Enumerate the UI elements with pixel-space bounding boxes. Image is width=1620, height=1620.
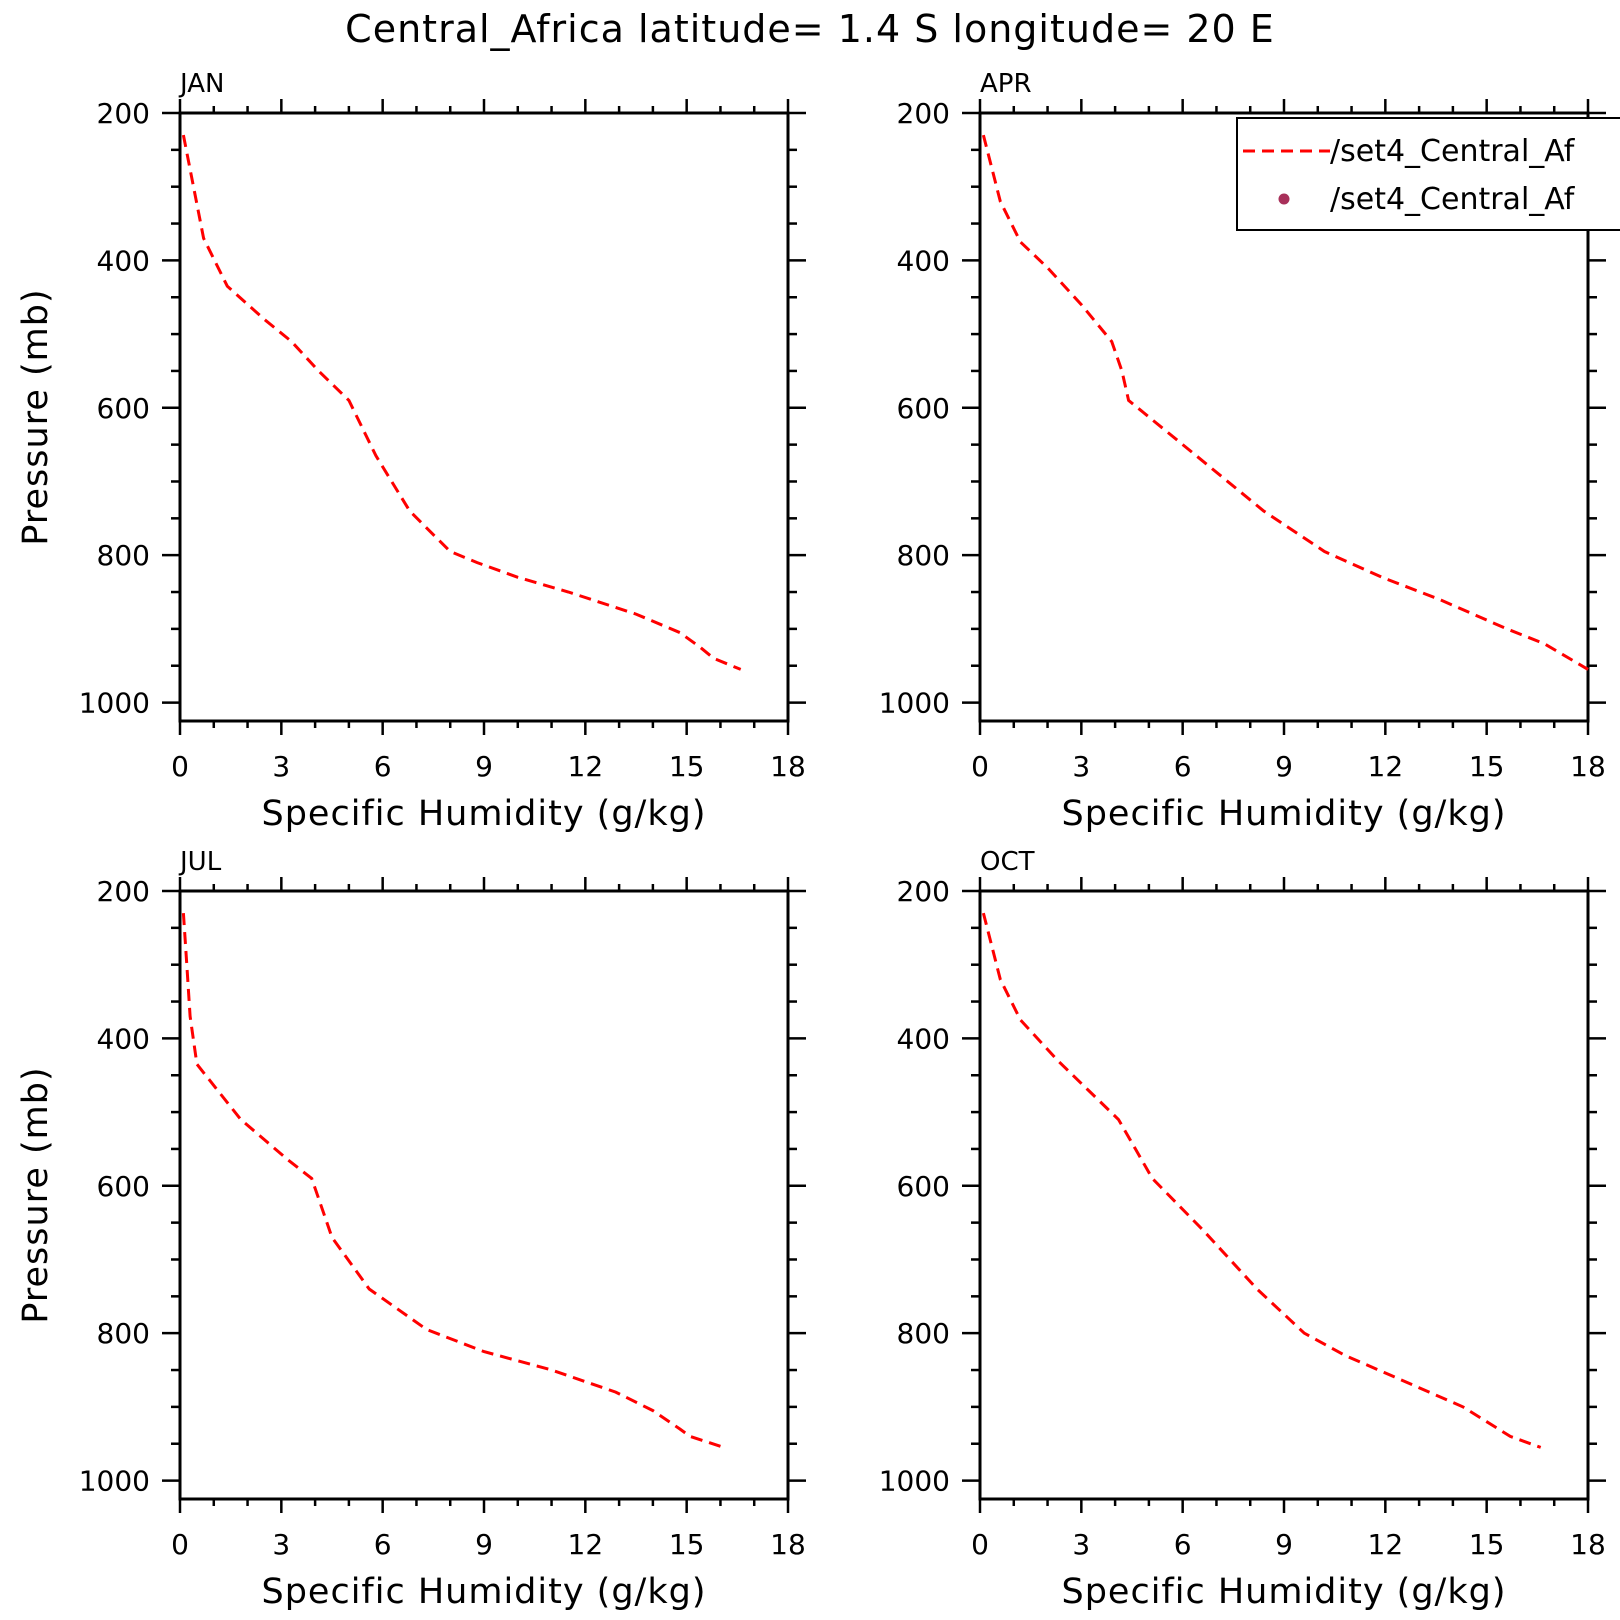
jul-x-tick-label-6: 6 <box>374 1528 392 1561</box>
legend-entry-1-label: /set4_Central_Af <box>1330 134 1576 169</box>
oct-y-tick-label-800: 800 <box>897 1317 950 1350</box>
jan-panel-label: JAN <box>178 69 224 99</box>
oct-x-tick-label-18: 18 <box>1570 1528 1606 1561</box>
jul-y-tick-label-400: 400 <box>97 1022 150 1055</box>
panel-jul: 0 3 6 9 12 15 18 200 400 600 800 1000 JUL Specific Hu… <box>16 847 806 1612</box>
legend-dot-swatch <box>1278 193 1290 205</box>
oct-y-tick-label-400: 400 <box>897 1022 950 1055</box>
jul-x-tick-label-18: 18 <box>770 1528 806 1561</box>
jan-y-tick-label-1000: 1000 <box>79 687 150 720</box>
jan-x-tick-label-0: 0 <box>171 750 189 783</box>
apr-x-tick-label-18: 18 <box>1570 750 1606 783</box>
jan-y-tick-label-400: 400 <box>97 244 150 277</box>
jul-x-tick-label-9: 9 <box>475 1528 493 1561</box>
oct-x-tick-label-9: 9 <box>1275 1528 1293 1561</box>
jul-y-tick-label-1000: 1000 <box>79 1465 150 1498</box>
jul-x-tick-label-3: 3 <box>272 1528 290 1561</box>
apr-x-tick-label-0: 0 <box>971 750 989 783</box>
apr-series-line-0 <box>981 134 1589 671</box>
apr-y-tick-label-400: 400 <box>897 244 950 277</box>
jan-y-tick-label-600: 600 <box>97 392 150 425</box>
apr-x-tick-label-9: 9 <box>1275 750 1293 783</box>
oct-x-tick-label-12: 12 <box>1368 1528 1404 1561</box>
apr-x-tick-label-15: 15 <box>1469 750 1505 783</box>
figure-title: Central_Africa latitude= 1.4 S longitude… <box>345 7 1275 51</box>
apr-y-tick-label-1000: 1000 <box>879 687 950 720</box>
jul-x-tick-label-15: 15 <box>669 1528 705 1561</box>
jul-y-tick-label-800: 800 <box>97 1317 150 1350</box>
jul-y-tick-label-600: 600 <box>97 1170 150 1203</box>
apr-y-tick-label-800: 800 <box>897 539 950 572</box>
jan-x-tick-label-18: 18 <box>770 750 806 783</box>
oct-y-tick-label-1000: 1000 <box>879 1465 950 1498</box>
oct-x-tick-label-0: 0 <box>971 1528 989 1561</box>
legend-box <box>1236 117 1620 231</box>
oct-x-tick-label-6: 6 <box>1174 1528 1192 1561</box>
jan-y-axis-label: Pressure (mb) <box>16 288 56 545</box>
apr-x-tick-label-6: 6 <box>1174 750 1192 783</box>
oct-y-tick-label-200: 200 <box>897 875 950 908</box>
jul-x-tick-label-0: 0 <box>171 1528 189 1561</box>
apr-y-tick-label-200: 200 <box>897 97 950 130</box>
jan-series-line-0 <box>181 134 742 671</box>
legend-entry-2-label: /set4_Central_Af <box>1330 182 1576 217</box>
apr-x-axis-label: Specific Humidity (g/kg) <box>1062 794 1507 834</box>
jan-x-tick-label-9: 9 <box>475 750 493 783</box>
jan-x-axis-label: Specific Humidity (g/kg) <box>262 794 707 834</box>
apr-y-tick-label-600: 600 <box>897 392 950 425</box>
jan-x-tick-label-15: 15 <box>669 750 705 783</box>
jan-plot-frame <box>178 111 790 723</box>
apr-x-tick-label-12: 12 <box>1368 750 1404 783</box>
jul-y-axis-label: Pressure (mb) <box>16 1066 56 1323</box>
oct-x-tick-label-15: 15 <box>1469 1528 1505 1561</box>
apr-x-tick-label-3: 3 <box>1072 750 1090 783</box>
jul-x-axis-label: Specific Humidity (g/kg) <box>262 1572 707 1612</box>
jul-series-line-0 <box>181 913 725 1449</box>
jan-x-tick-label-3: 3 <box>272 750 290 783</box>
jan-x-tick-label-6: 6 <box>374 750 392 783</box>
panel-oct: 0 3 6 9 12 15 18 200 400 600 800 1000 OCT Specific Hu… <box>879 847 1606 1612</box>
oct-x-axis-label: Specific Humidity (g/kg) <box>1062 1572 1507 1612</box>
jul-plot-frame <box>178 889 790 1501</box>
jan-y-tick-label-200: 200 <box>97 97 150 130</box>
jan-x-tick-label-12: 12 <box>568 750 604 783</box>
oct-y-tick-label-600: 600 <box>897 1170 950 1203</box>
apr-panel-label: APR <box>980 69 1032 99</box>
jul-panel-label: JUL <box>178 847 222 877</box>
oct-panel-label: OCT <box>980 847 1035 877</box>
oct-series-line-0 <box>981 912 1542 1449</box>
panel-apr: 0 3 6 9 12 15 18 200 400 600 800 1000 APR Specific Hu… <box>879 69 1606 834</box>
jul-y-tick-label-200: 200 <box>97 875 150 908</box>
oct-x-tick-label-3: 3 <box>1072 1528 1090 1561</box>
legend: /set4_Central_Af /set4_Central_Af <box>1236 117 1620 231</box>
panel-jan: 0 3 6 9 12 15 18 200 400 600 800 1000 JAN Specific Hu… <box>16 69 806 834</box>
jul-x-tick-label-12: 12 <box>568 1528 604 1561</box>
oct-plot-frame <box>978 889 1590 1501</box>
jan-y-tick-label-800: 800 <box>97 539 150 572</box>
